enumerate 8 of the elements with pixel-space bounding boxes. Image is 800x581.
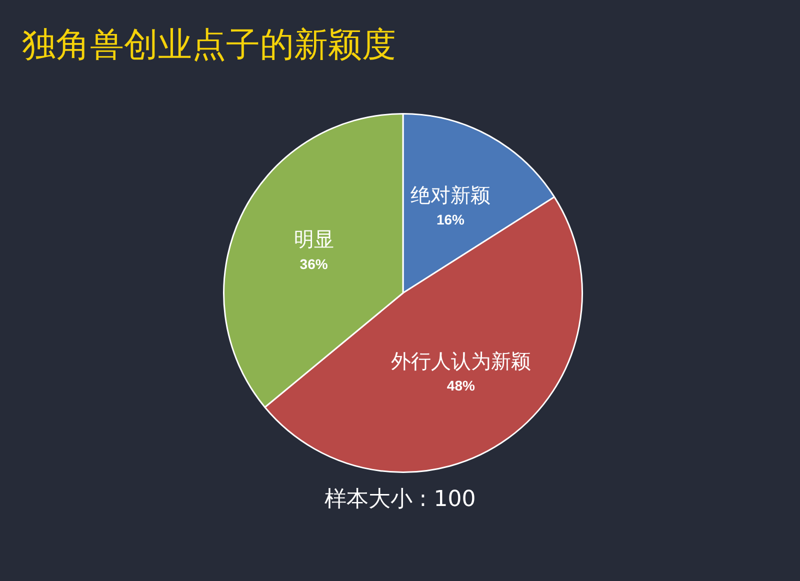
data-label: 36% [300, 256, 328, 272]
data-label: 16% [436, 211, 466, 228]
slice-label: 明显 [294, 227, 334, 252]
slice-label: 外行人认为新颖 [390, 348, 531, 373]
text: 样本大小 : 100 [323, 486, 477, 514]
chart-title: 独角兽创业点子的新颖度 [22, 24, 396, 67]
data-label: 48% [446, 378, 476, 394]
slice-label: 绝对新颖 [410, 182, 490, 207]
